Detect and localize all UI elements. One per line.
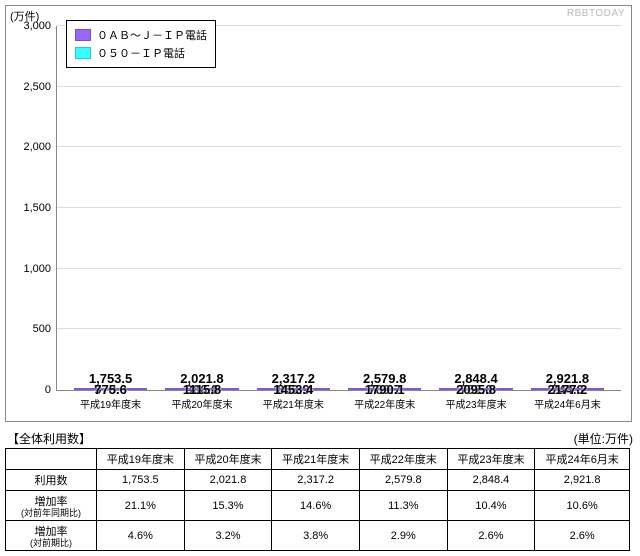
- ytick-label: 2,500: [23, 81, 57, 93]
- table-row-header: 増加率(対前期比): [6, 521, 97, 551]
- gridline: [57, 268, 621, 269]
- bar-total-label: 2,921.8: [546, 371, 589, 386]
- ytick-label: 3,000: [23, 20, 57, 32]
- gridline: [57, 86, 621, 87]
- bar-segment-0abj: 775.6: [74, 388, 147, 390]
- table-row-header: 増加率(対前年同期比): [6, 491, 97, 521]
- data-table: 平成19年度末平成20年度末平成21年度末平成22年度末平成23年度末平成24年…: [5, 448, 630, 551]
- bar-segment-0abj: 2095.8: [439, 388, 512, 390]
- bar-total-label: 2,848.4: [454, 371, 497, 386]
- gridline: [57, 328, 621, 329]
- gridline: [57, 146, 621, 147]
- xtick-label: 平成22年度末: [354, 396, 415, 411]
- table-cell: 3.8%: [272, 521, 360, 551]
- ytick-label: 500: [33, 323, 57, 335]
- plot-area: 978.0775.61,753.5平成19年度末906.01115.82,021…: [56, 26, 621, 391]
- table-section: 【全体利用数】 (単位:万件) 平成19年度末平成20年度末平成21年度末平成2…: [5, 430, 635, 551]
- table-cell: 2,021.8: [184, 470, 272, 491]
- table-column-header: 平成19年度末: [97, 449, 185, 470]
- ytick-label: 0: [45, 384, 57, 396]
- table-cell: 11.3%: [359, 491, 447, 521]
- table-cell: 2,317.2: [272, 470, 360, 491]
- table-column-header: 平成21年度末: [272, 449, 360, 470]
- table-cell: 2,579.8: [359, 470, 447, 491]
- bar-segment-0abj: 1115.8: [165, 388, 238, 390]
- table-column-header: 平成20年度末: [184, 449, 272, 470]
- table-corner: [6, 449, 97, 470]
- table-cell: 4.6%: [97, 521, 185, 551]
- bar-segment-0abj: 1790.1: [348, 388, 421, 390]
- xtick-label: 平成19年度末: [80, 396, 141, 411]
- legend-item: ０ＡＢ～Ｊ－ＩＰ電話: [75, 27, 207, 43]
- xtick-label: 平成20年度末: [171, 396, 232, 411]
- legend-label: ０ＡＢ～Ｊ－ＩＰ電話: [97, 27, 207, 43]
- gridline: [57, 207, 621, 208]
- watermark: RBBTODAY: [567, 8, 625, 19]
- table-cell: 3.2%: [184, 521, 272, 551]
- table-cell: 10.4%: [447, 491, 535, 521]
- table-column-header: 平成23年度末: [447, 449, 535, 470]
- table-cell: 1,753.5: [97, 470, 185, 491]
- ytick-label: 1,000: [23, 263, 57, 275]
- xtick-label: 平成23年度末: [445, 396, 506, 411]
- bar-total-label: 2,021.8: [180, 371, 223, 386]
- chart-container: (万件) RBBTODAY ０ＡＢ～Ｊ－ＩＰ電話 ０５０－ＩＰ電話 978.07…: [5, 5, 632, 422]
- table-cell: 14.6%: [272, 491, 360, 521]
- legend-swatch-cyan: [75, 47, 91, 59]
- table-cell: 2.9%: [359, 521, 447, 551]
- table-cell: 10.6%: [535, 491, 630, 521]
- table-cell: 2,848.4: [447, 470, 535, 491]
- bar-segment-0abj: 1453.4: [257, 388, 330, 390]
- table-column-header: 平成22年度末: [359, 449, 447, 470]
- table-row-header: 利用数: [6, 470, 97, 491]
- table-cell: 2.6%: [447, 521, 535, 551]
- xtick-label: 平成21年度末: [263, 396, 324, 411]
- legend-swatch-purple: [75, 29, 91, 41]
- table-title: 【全体利用数】: [7, 430, 91, 447]
- xtick-label: 平成24年6月末: [534, 396, 601, 411]
- bars-layer: 978.0775.61,753.5平成19年度末906.01115.82,021…: [57, 26, 621, 390]
- legend-label: ０５０－ＩＰ電話: [97, 45, 185, 61]
- table-unit: (単位:万件): [574, 430, 633, 447]
- ytick-label: 1,500: [23, 202, 57, 214]
- table-cell: 15.3%: [184, 491, 272, 521]
- bar-total-label: 1,753.5: [89, 371, 132, 386]
- bar-total-label: 2,317.2: [272, 371, 315, 386]
- legend-item: ０５０－ＩＰ電話: [75, 45, 207, 61]
- table-cell: 21.1%: [97, 491, 185, 521]
- legend: ０ＡＢ～Ｊ－ＩＰ電話 ０５０－ＩＰ電話: [66, 20, 216, 68]
- table-cell: 2.6%: [535, 521, 630, 551]
- bar-total-label: 2,579.8: [363, 371, 406, 386]
- ytick-label: 2,000: [23, 141, 57, 153]
- table-cell: 2,921.8: [535, 470, 630, 491]
- table-column-header: 平成24年6月末: [535, 449, 630, 470]
- bar-segment-0abj: 2177.2: [531, 388, 604, 390]
